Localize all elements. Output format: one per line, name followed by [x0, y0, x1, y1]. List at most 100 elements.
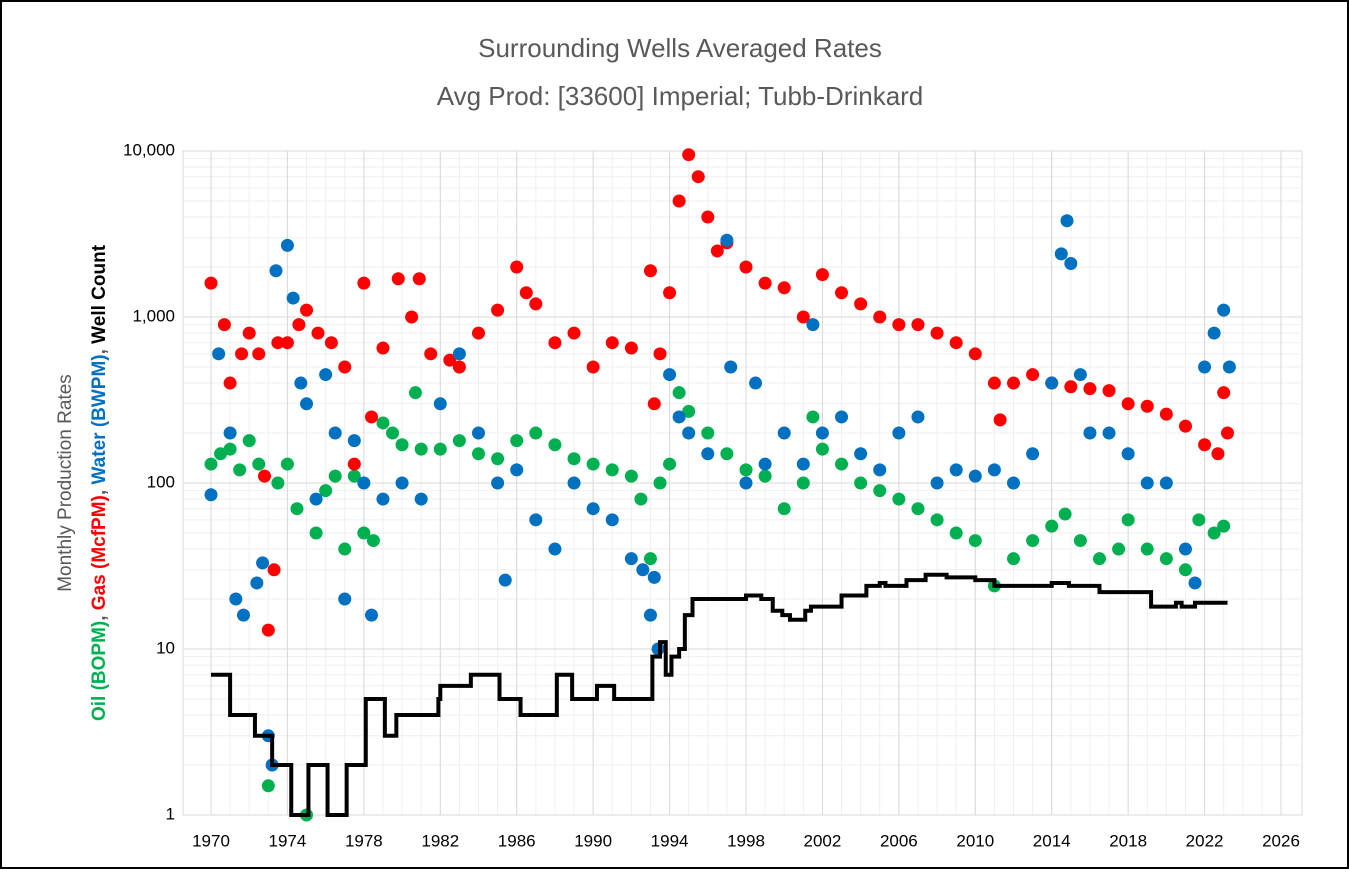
data-point	[529, 426, 543, 440]
data-point	[873, 310, 887, 324]
y-axis-label: Monthly Production Rates	[55, 374, 76, 592]
data-point	[204, 457, 218, 471]
data-point	[519, 286, 533, 300]
data-point	[701, 210, 715, 224]
data-point	[212, 347, 226, 361]
data-point	[993, 413, 1007, 427]
data-point	[854, 476, 868, 490]
x-tick-label: 2022	[1186, 831, 1224, 850]
data-point	[1064, 380, 1078, 394]
data-point	[376, 416, 390, 430]
data-point	[1060, 214, 1074, 228]
data-point	[758, 276, 772, 290]
data-point	[586, 360, 600, 374]
data-point	[567, 326, 581, 340]
data-point	[376, 492, 390, 506]
data-point	[252, 347, 266, 361]
data-point	[338, 542, 352, 556]
data-point	[391, 272, 405, 286]
data-point	[1178, 542, 1192, 556]
data-point	[252, 457, 266, 471]
data-point	[636, 563, 650, 577]
data-point	[204, 276, 218, 290]
data-point	[1102, 426, 1116, 440]
data-point	[1192, 513, 1206, 527]
data-point	[233, 463, 247, 477]
data-point	[1121, 397, 1135, 411]
data-point	[1007, 552, 1020, 566]
data-point	[854, 297, 868, 311]
data-point	[235, 347, 249, 361]
data-point	[261, 623, 275, 637]
data-point	[223, 376, 237, 390]
y-tick-label: 10,000	[123, 140, 175, 159]
data-point	[1217, 303, 1231, 317]
series-name: Water (BWPM)	[89, 354, 110, 484]
data-point	[806, 410, 820, 424]
data-point	[280, 457, 294, 471]
x-tick-label: 2014	[1033, 831, 1071, 850]
data-point	[949, 526, 963, 540]
data-point	[796, 476, 810, 490]
separator: ,	[89, 485, 110, 496]
data-point	[261, 779, 275, 793]
data-point	[510, 434, 524, 448]
data-point	[280, 238, 294, 252]
data-point	[691, 170, 705, 184]
data-point	[911, 502, 925, 516]
data-point	[653, 476, 667, 490]
data-point	[758, 457, 772, 471]
data-point	[1159, 407, 1173, 421]
data-point	[1207, 326, 1221, 340]
data-point	[1054, 247, 1068, 261]
data-point	[835, 410, 849, 424]
data-point	[605, 336, 619, 350]
data-point	[663, 286, 677, 300]
chart-subtitle: Avg Prod: [33600] Imperial; Tubb-Drinkar…	[437, 81, 924, 111]
data-point	[624, 552, 638, 566]
data-point	[347, 469, 361, 483]
data-point	[624, 341, 638, 355]
data-point	[720, 447, 734, 461]
data-point	[1007, 476, 1020, 490]
y-tick-label: 100	[147, 472, 175, 491]
data-point	[510, 463, 524, 477]
data-point	[357, 526, 371, 540]
data-point	[1121, 447, 1135, 461]
data-point	[815, 268, 829, 282]
data-point	[286, 291, 300, 305]
data-point	[796, 310, 810, 324]
data-point	[1083, 382, 1097, 396]
data-point	[892, 426, 906, 440]
data-point	[682, 148, 696, 162]
data-point	[491, 476, 505, 490]
data-point	[1217, 519, 1231, 533]
data-point	[414, 442, 428, 456]
data-point	[835, 286, 849, 300]
series-label: Oil (BOPM), Gas (McfPM), Water (BWPM), W…	[89, 244, 110, 721]
data-point	[472, 426, 485, 440]
data-point	[357, 476, 371, 490]
x-tick-label: 1974	[269, 831, 307, 850]
data-point	[405, 310, 419, 324]
data-point	[1112, 542, 1126, 556]
data-point	[491, 452, 505, 466]
data-point	[624, 469, 638, 483]
data-point	[663, 368, 677, 382]
data-point	[1083, 426, 1097, 440]
data-point	[217, 318, 231, 332]
data-point	[672, 410, 686, 424]
data-point	[710, 244, 724, 258]
data-point	[529, 297, 543, 311]
series	[204, 148, 1234, 637]
data-point	[395, 438, 409, 452]
data-point	[300, 303, 314, 317]
data-point	[1178, 419, 1192, 433]
data-point	[724, 360, 738, 374]
data-point	[777, 426, 791, 440]
data-point	[311, 326, 325, 340]
data-point	[1026, 534, 1040, 548]
chart-title: Surrounding Wells Averaged Rates	[478, 33, 882, 63]
data-point	[338, 592, 352, 606]
